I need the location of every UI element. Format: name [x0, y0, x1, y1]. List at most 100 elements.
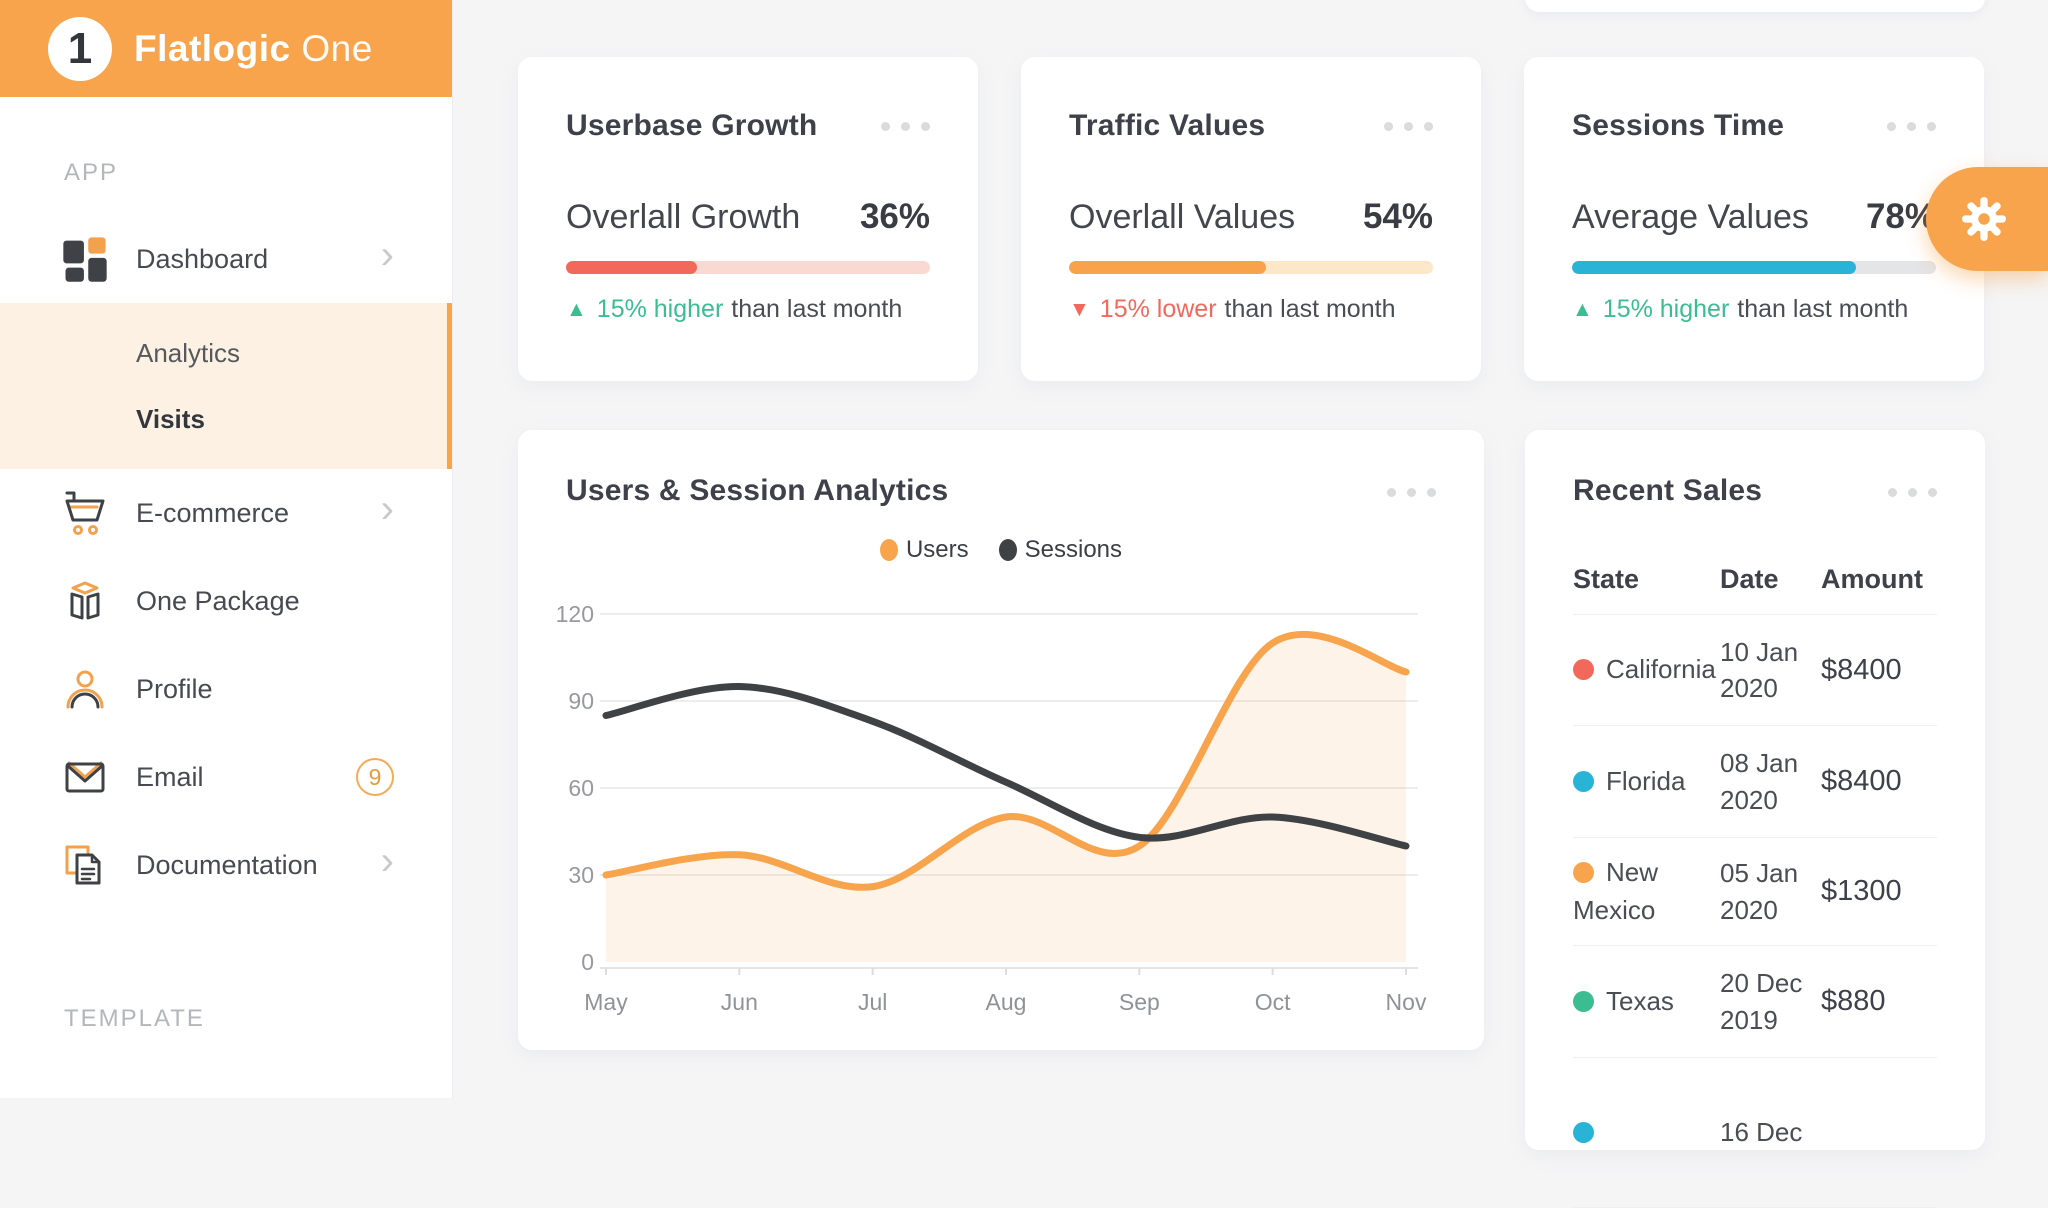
table-header: State Date Amount: [1573, 564, 1937, 615]
sidebar: 1 Flatlogic One APP Dashboard › Analytic…: [0, 0, 453, 1098]
scissors-icon: [58, 1078, 112, 1081]
metric-value: 78%: [1865, 197, 1936, 236]
legend-dot-icon: [998, 539, 1017, 561]
stat-card: Sessions Time Average Values 78% ▲ 15% h…: [1524, 57, 1984, 381]
box-icon: [58, 574, 112, 628]
settings-fab-button[interactable]: [1926, 167, 2048, 271]
unread-count-badge: 9: [356, 758, 394, 796]
card-title: Sessions Time: [1572, 109, 1785, 142]
card-title: Traffic Values: [1069, 109, 1266, 142]
trend-suffix-text: than last month: [731, 295, 903, 323]
state-dot: [1573, 659, 1594, 681]
chevron-right-icon: ›: [380, 233, 394, 277]
column-state: State: [1573, 564, 1640, 594]
document-icon: [58, 838, 112, 892]
table-row[interactable]: Florida 08 Jan 2020 $8400: [1573, 726, 1937, 838]
scrolled-card-edge: [1525, 0, 1985, 12]
sidebar-item-wrap: Dashboard › Analytics Visits: [0, 215, 452, 469]
progress-fill: [1572, 261, 1856, 274]
section-label-app: APP: [64, 159, 119, 186]
table-row[interactable]: 16 Dec: [1573, 1058, 1937, 1208]
legend-item: Sessions: [998, 536, 1122, 564]
stat-cards-row: Userbase Growth Overlall Growth 36% ▲ 15…: [518, 57, 1984, 381]
sidebar-item-profile[interactable]: Profile: [0, 645, 452, 733]
chart-title: Users & Session Analytics: [566, 474, 949, 507]
trend-suffix-text: than last month: [1224, 295, 1396, 323]
card-title: Userbase Growth: [566, 109, 818, 142]
area-line-chart: 0 30 60 90 120 May Jun Jul Aug Sep Oct Nov: [556, 601, 1427, 1015]
brand-header[interactable]: 1 Flatlogic One: [0, 0, 452, 97]
state-dot: [1573, 861, 1594, 883]
ellipsis-menu-icon[interactable]: [870, 121, 930, 131]
person-icon: [58, 662, 112, 716]
legend-dot-icon: [879, 539, 898, 561]
table-row[interactable]: California 10 Jan 2020 $8400: [1573, 615, 1937, 726]
stat-card: Userbase Growth Overlall Growth 36% ▲ 15…: [518, 57, 978, 381]
svg-text:Jun: Jun: [721, 989, 758, 1015]
svg-text:60: 60: [568, 775, 594, 801]
sale-date: 10 Jan 2020: [1720, 636, 1799, 703]
stat-card: Traffic Values Overlall Values 54% ▼ 15%…: [1021, 57, 1481, 381]
metric-label: Average Values: [1572, 198, 1809, 236]
sidebar-item-email[interactable]: Email 9: [0, 733, 452, 821]
trend-change-text: 15% higher: [596, 295, 724, 323]
progress-track: [566, 261, 930, 274]
sale-amount: $880: [1821, 985, 1886, 1017]
trend-suffix-text: than last month: [1737, 295, 1909, 323]
flatlogic-logo-icon: 1: [48, 16, 112, 81]
table-row[interactable]: New Mexico 05 Jan 2020 $1300: [1573, 838, 1937, 946]
main-content: Userbase Growth Overlall Growth 36% ▲ 15…: [454, 0, 2048, 1208]
sidebar-item-e-commerce[interactable]: E-commerce ›: [0, 469, 452, 557]
svg-text:Oct: Oct: [1255, 989, 1291, 1015]
ellipsis-menu-icon[interactable]: [1876, 121, 1936, 131]
sale-date: 05 Jan 2020: [1720, 858, 1799, 925]
table-row[interactable]: Texas 20 Dec 2019 $880: [1573, 946, 1937, 1058]
trend-arrow-icon: ▼: [1069, 297, 1090, 321]
metric-label: Overlall Growth: [566, 198, 801, 236]
sale-amount: $8400: [1821, 653, 1902, 686]
trend-change-text: 15% lower: [1099, 295, 1217, 323]
sale-date: 08 Jan 2020: [1720, 748, 1799, 815]
analytics-chart-card: Users & Session Analytics Users Sessions …: [518, 430, 1484, 1050]
progress-track: [1069, 261, 1433, 274]
svg-text:90: 90: [568, 688, 594, 714]
sidebar-item-core[interactable]: Core ›: [0, 1061, 452, 1081]
svg-text:Nov: Nov: [1386, 989, 1427, 1015]
chevron-right-icon: ›: [380, 487, 394, 531]
state-dot: [1573, 770, 1594, 792]
sidebar-item-documentation[interactable]: Documentation ›: [0, 821, 452, 909]
trend-change-text: 15% higher: [1602, 295, 1730, 323]
sidebar-item-wrap: One Package: [0, 557, 452, 645]
sales-title: Recent Sales: [1573, 474, 1763, 507]
section-label-template: TEMPLATE: [64, 1005, 205, 1032]
state-name: Florida: [1606, 765, 1686, 796]
trend-arrow-icon: ▲: [1572, 297, 1593, 321]
svg-text:Sep: Sep: [1119, 989, 1160, 1015]
ellipsis-menu-icon[interactable]: [1373, 121, 1433, 131]
table-body: California 10 Jan 2020 $8400 Florida 08 …: [1573, 615, 1937, 1208]
sale-amount: $1300: [1821, 875, 1902, 907]
ellipsis-menu-icon[interactable]: [1877, 488, 1937, 497]
sidebar-subitem-analytics[interactable]: Analytics: [136, 337, 241, 368]
column-date: Date: [1720, 564, 1779, 594]
svg-text:Jul: Jul: [858, 989, 887, 1015]
sidebar-submenu: Analytics Visits: [0, 303, 452, 469]
recent-sales-card: Recent Sales State Date Amount Californi…: [1525, 430, 1985, 1208]
svg-text:0: 0: [581, 949, 594, 975]
metric-value: 36%: [859, 197, 930, 236]
state-name: California: [1606, 654, 1716, 685]
progress-fill: [566, 261, 698, 274]
sale-date: 20 Dec 2019: [1720, 968, 1803, 1035]
ellipsis-menu-icon[interactable]: [1376, 488, 1436, 497]
metric-value: 54%: [1362, 197, 1433, 236]
state-dot: [1573, 1121, 1594, 1143]
sidebar-item-dashboard[interactable]: Dashboard ›: [0, 215, 452, 303]
svg-text:120: 120: [556, 601, 594, 627]
svg-text:May: May: [584, 989, 628, 1015]
sidebar-item-wrap: Documentation ›: [0, 821, 452, 909]
sidebar-item-one-package[interactable]: One Package: [0, 557, 452, 645]
dashboard-icon: [58, 232, 112, 286]
svg-text:30: 30: [568, 862, 594, 888]
sidebar-subitem-visits[interactable]: Visits: [136, 403, 205, 434]
chart-legend: Users Sessions: [566, 536, 1436, 564]
